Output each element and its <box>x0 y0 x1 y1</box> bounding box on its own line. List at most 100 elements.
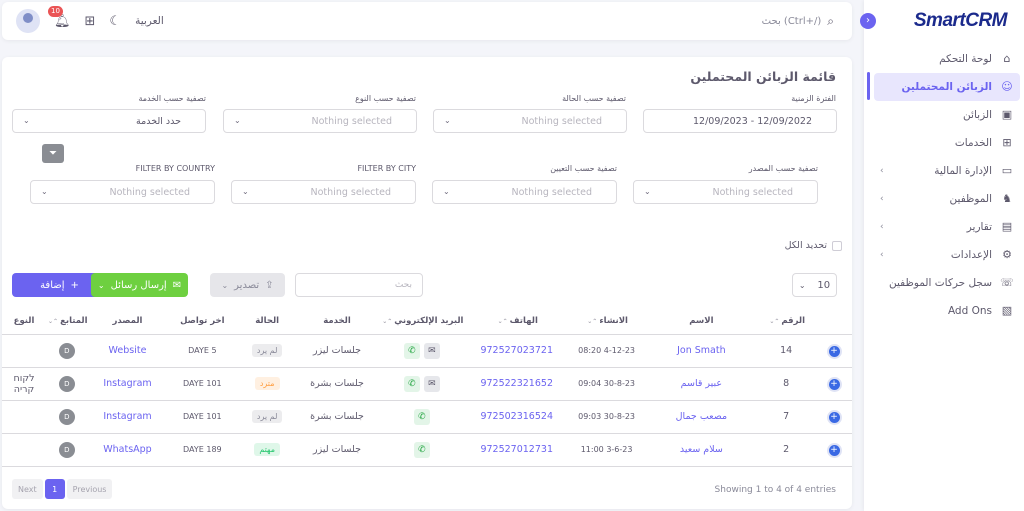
column-header[interactable]: اخر تواصل <box>167 308 238 335</box>
sidebar-item-2[interactable]: الزبائن ▣ <box>874 101 1020 129</box>
sidebar-item-label: سجل حركات الموظفين <box>888 277 992 289</box>
whatsapp-icon[interactable]: ✆ <box>413 408 430 425</box>
column-header-label: المصدر <box>112 315 143 326</box>
phone-link[interactable]: 972527023721 <box>480 345 553 356</box>
sort-icon[interactable]: ⌃⌄ <box>587 317 598 325</box>
column-header[interactable]: الرقم⌃⌄ <box>756 308 817 335</box>
report-icon: ▤ <box>1001 220 1013 233</box>
column-header[interactable]: النوع <box>2 308 47 335</box>
column-header[interactable]: البريد الإلكتروني⌃⌄ <box>376 308 467 335</box>
notification-badge: 10 <box>48 5 63 17</box>
avatar[interactable] <box>16 9 40 33</box>
filter-icon[interactable]: ⏷ <box>42 144 64 163</box>
owner-avatar: D <box>58 408 75 425</box>
previous-page-button[interactable]: Previous <box>66 479 113 499</box>
expand-row-icon[interactable]: + <box>828 378 840 390</box>
column-header[interactable]: الخدمة <box>297 308 377 335</box>
column-header[interactable]: الحالة <box>237 308 298 335</box>
filter-label-assignment: تصفية حسب التعيين <box>550 164 617 173</box>
table-row[interactable]: +2 سلام سعيد 3-6-23 11:00 972527012731 ✆ جلسا… <box>2 433 852 467</box>
sidebar-item-7[interactable]: ‹ الإعدادات ⚙ <box>874 241 1020 269</box>
chevron-left-icon: ‹ <box>880 222 884 232</box>
sidebar-item-5[interactable]: ‹ الموظفين ♞ <box>874 185 1020 213</box>
table-row[interactable]: +14 Jon Smath 4-12-23 08:20 972527023721 ✉✆ ج… <box>2 334 852 368</box>
chevron-down-icon: ⌄ <box>97 280 105 290</box>
table-cell: + <box>816 334 852 368</box>
source-select-value: Nothing selected <box>712 186 793 198</box>
lead-name-link[interactable]: مصعب جمال <box>675 411 728 422</box>
next-page-button[interactable]: Next <box>12 479 43 499</box>
lead-name-link[interactable]: Jon Smath <box>677 345 726 356</box>
expand-row-icon[interactable]: + <box>828 411 840 423</box>
language-switch[interactable]: العربية <box>135 15 164 27</box>
table-cell: جلسات ليزر <box>297 433 377 467</box>
column-header[interactable]: الاسم <box>646 308 757 335</box>
column-header[interactable]: المتابع⌃⌄ <box>46 308 88 335</box>
per-page-select[interactable]: ⌄ 10 <box>792 273 837 297</box>
bell-icon[interactable]: 🔔︎ 10 <box>48 5 71 29</box>
global-search[interactable]: بحث (Ctrl+/) ⌕ <box>762 14 834 29</box>
table-cell: 8 <box>756 367 817 401</box>
phone-link[interactable]: 972527012731 <box>480 444 553 455</box>
sort-icon[interactable]: ⌃⌄ <box>382 317 393 325</box>
phone-link[interactable]: 972522321652 <box>480 378 553 389</box>
phone-link[interactable]: 972502316524 <box>480 411 553 422</box>
export-button[interactable]: ⌄ تصدير ⇪ <box>210 273 285 297</box>
expand-row-icon[interactable]: + <box>828 444 840 456</box>
whatsapp-icon[interactable]: ✆ <box>413 441 430 458</box>
last-contact: DAYE 5 <box>188 346 217 355</box>
source-link[interactable]: WhatsApp <box>103 444 152 455</box>
expand-row-icon[interactable]: + <box>828 345 840 357</box>
column-header[interactable]: المصدر <box>87 308 168 335</box>
source-select[interactable]: ⌄ Nothing selected <box>633 180 818 204</box>
lead-number: 2 <box>783 444 790 455</box>
page-1-button[interactable]: 1 <box>44 479 65 499</box>
sidebar-item-1[interactable]: الزبائن المحتملين ☺ <box>874 73 1020 101</box>
sort-icon[interactable]: ⌃⌄ <box>48 317 59 325</box>
sidebar-item-0[interactable]: لوحة التحكم ⌂ <box>874 45 1020 73</box>
source-link[interactable]: Instagram <box>103 378 152 389</box>
city-select-value: Nothing selected <box>310 186 391 198</box>
owner-avatar: D <box>58 342 75 359</box>
mail-icon[interactable]: ✉ <box>423 342 440 359</box>
collapse-sidebar-icon[interactable]: › <box>860 13 876 29</box>
source-link[interactable]: Instagram <box>103 411 152 422</box>
sidebar-item-9[interactable]: Add Ons ▧ <box>874 297 1020 325</box>
service-select[interactable]: ⌄ حدد الخدمة <box>12 109 206 133</box>
sidebar-item-3[interactable]: الخدمات ⊞ <box>874 129 1020 157</box>
whatsapp-icon[interactable]: ✆ <box>403 342 420 359</box>
grid-icon[interactable]: ⊞ <box>84 13 96 29</box>
moon-icon[interactable]: ☾ <box>109 13 122 29</box>
mail-icon[interactable]: ✉ <box>423 375 440 392</box>
owner-avatar: D <box>58 441 75 458</box>
table-search-input[interactable]: بحث <box>295 273 423 297</box>
table-cell: 14 <box>756 334 817 368</box>
country-select[interactable]: ⌄ Nothing selected <box>30 180 215 204</box>
select-all[interactable]: تحديد الكل <box>785 240 842 251</box>
pagination-info: Showing 1 to 4 of 4 entries <box>714 485 836 495</box>
sidebar-item-6[interactable]: ‹ تقارير ▤ <box>874 213 1020 241</box>
table-row[interactable]: +8 عبير قاسم 30-8-23 09:04 972522321652 ✉✆ جل… <box>2 367 852 401</box>
whatsapp-icon[interactable]: ✆ <box>403 375 420 392</box>
type-select[interactable]: ⌄ Nothing selected <box>223 109 417 133</box>
select-all-checkbox[interactable] <box>832 240 842 251</box>
column-header[interactable]: الهاتف⌃⌄ <box>466 308 567 335</box>
table-cell: 972527012731 <box>466 433 567 467</box>
sidebar-item-label: الإعدادات <box>950 249 992 261</box>
source-link[interactable]: Website <box>108 345 147 356</box>
sidebar-item-8[interactable]: سجل حركات الموظفين ☏ <box>874 269 1020 297</box>
table-row[interactable]: +7 مصعب جمال 30-8-23 09:03 972502316524 ✆ جلس… <box>2 400 852 434</box>
send-button-label: إرسال رسائل <box>110 279 167 291</box>
lead-name-link[interactable]: سلام سعيد <box>679 444 723 455</box>
sort-icon[interactable]: ⌃⌄ <box>769 317 780 325</box>
sort-icon[interactable]: ⌃⌄ <box>497 317 508 325</box>
column-header[interactable]: الانشاء⌃⌄ <box>566 308 647 335</box>
send-messages-button[interactable]: ⌄ إرسال رسائل ✉ <box>91 273 188 297</box>
lead-name-link[interactable]: عبير قاسم <box>680 378 723 389</box>
assignment-select[interactable]: ⌄ Nothing selected <box>432 180 617 204</box>
country-select-value: Nothing selected <box>109 186 190 198</box>
sidebar-item-4[interactable]: ‹ الإدارة المالية ▭ <box>874 157 1020 185</box>
date-range-field[interactable]: 12/09/2023 - 12/09/2022 <box>643 109 837 133</box>
status-select[interactable]: ⌄ Nothing selected <box>433 109 627 133</box>
city-select[interactable]: ⌄ Nothing selected <box>231 180 416 204</box>
